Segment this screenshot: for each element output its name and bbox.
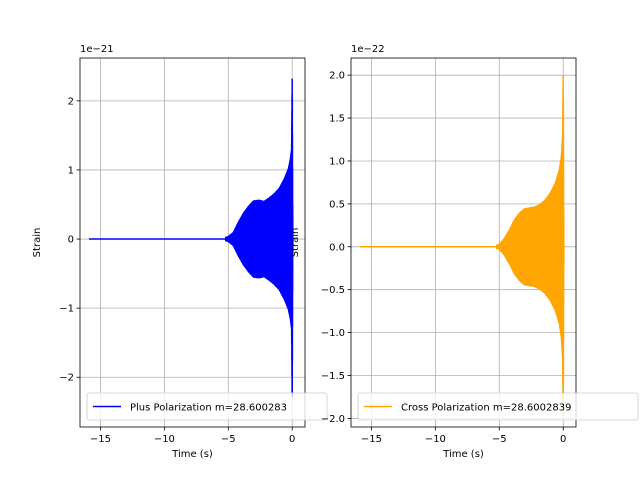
- y-tick-label: 1: [68, 165, 74, 176]
- y-tick-label: −1.5: [321, 371, 345, 382]
- y-tick-label: −1.0: [321, 328, 345, 339]
- x-axis-label: Time (s): [171, 449, 213, 460]
- axes-frame: [79, 57, 306, 428]
- x-tick-label: −10: [154, 434, 175, 445]
- axis-offset-text: 1e−22: [351, 44, 385, 55]
- legend-box: [357, 392, 639, 421]
- y-axis-label: Strain: [290, 228, 301, 258]
- y-tick-label: 0.5: [329, 199, 345, 210]
- y-tick-label: 1.0: [329, 156, 345, 167]
- y-tick-label: −2: [59, 373, 74, 384]
- y-tick-label: 2.0: [329, 71, 345, 82]
- legend-label: Cross Polarization m=28.6002839: [401, 403, 571, 414]
- y-axis-label: Strain: [32, 228, 43, 258]
- legend-label: Plus Polarization m=28.600283: [130, 403, 287, 414]
- series-line: [359, 74, 565, 416]
- legend: Cross Polarization m=28.6002839: [357, 392, 639, 421]
- x-tick-label: −10: [425, 434, 446, 445]
- series-line: [88, 78, 294, 398]
- cross-polarization-chart: −15 −10 −5 0 −2.0 −1.5 −1.0 −0.5 0.0 0.5 1.0 1.5 2.0…: [290, 44, 639, 460]
- y-tick-label: −0.5: [321, 285, 345, 296]
- x-tick-label: −5: [221, 434, 236, 445]
- y-tick-label: 0: [68, 235, 74, 246]
- x-tick-label: 0: [560, 434, 566, 445]
- y-tick-label: 0.0: [329, 242, 345, 253]
- y-tick-label: −1: [59, 304, 74, 315]
- x-tick-label: 0: [289, 434, 295, 445]
- x-tick-label: −5: [492, 434, 507, 445]
- y-tick-label: 1.5: [329, 114, 345, 125]
- legend: Plus Polarization m=28.600283: [86, 392, 328, 421]
- axis-offset-text: 1e−21: [80, 44, 114, 55]
- y-tick-label: −2.0: [321, 414, 345, 425]
- legend-box: [86, 392, 328, 421]
- x-tick-label: −15: [361, 434, 382, 445]
- axes-frame: [350, 57, 577, 428]
- y-tick-label: 2: [68, 96, 74, 107]
- x-axis-label: Time (s): [442, 449, 484, 460]
- x-tick-label: −15: [90, 434, 111, 445]
